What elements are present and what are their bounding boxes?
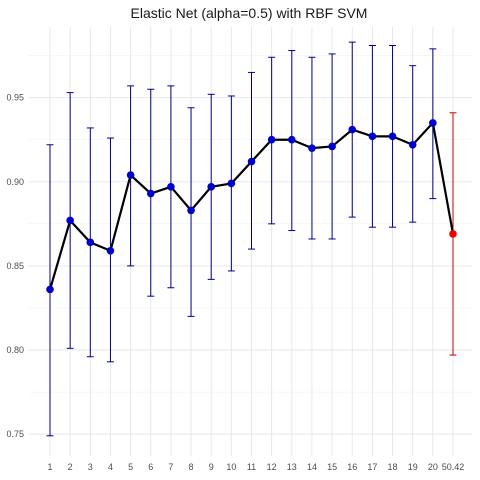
data-point [308,144,316,152]
x-tick-label: 6 [148,462,153,472]
data-point [86,238,95,247]
x-tick-label: 8 [189,462,194,472]
data-point [227,179,236,188]
data-points [46,119,457,294]
y-tick-label: 0.90 [6,177,24,187]
x-tick-label: 9 [209,462,214,472]
data-point [106,246,115,255]
data-point [288,135,296,144]
x-tick-label: 12 [267,462,277,472]
data-point [66,216,74,225]
x-tick-label: 11 [247,462,256,472]
x-tick-label: 14 [307,462,317,472]
x-tick-label: 20 [428,462,438,472]
x-tick-label: 18 [388,462,398,472]
data-point [348,125,357,134]
data-point [388,132,397,141]
data-point [429,119,437,127]
x-tick-label: 1 [47,462,52,472]
data-point [126,171,135,179]
x-tick-label: 3 [88,462,93,472]
x-tick-label: 16 [347,462,357,472]
x-tick-label: 7 [168,462,173,472]
data-point [267,135,276,144]
y-tick-label: 0.95 [6,93,24,103]
x-tick-label: 4 [108,462,113,472]
data-point [328,142,336,151]
x-tick-label: 19 [408,462,418,472]
data-point [408,140,417,149]
x-tick-label: 5 [128,462,133,472]
x-tick-label: 50.42 [442,462,465,472]
x-tick-label: 13 [287,462,297,472]
x-tick-label: 15 [327,462,337,472]
chart-title: Elastic Net (alpha=0.5) with RBF SVM [131,5,368,21]
y-tick-label: 0.85 [6,261,24,271]
data-point [368,132,377,141]
x-tick-label: 10 [226,462,236,472]
data-point [146,189,155,198]
data-point [46,285,54,294]
data-point [247,157,256,166]
x-tick-label: 2 [68,462,73,472]
data-point [207,183,215,191]
data-point [187,206,195,215]
data-point [167,183,175,191]
x-tick-label: 17 [367,462,377,472]
x-axis-ticks: 1 2 3 4 5 6 7 8 9 10 11 12 13 14 15 16 17 18 19 20 50.42 [47,462,464,472]
y-tick-label: 0.80 [6,345,24,355]
data-point-highlight [449,230,457,238]
y-axis-ticks: 0.75 0.80 0.85 0.90 0.95 [6,93,24,439]
y-tick-label: 0.75 [6,429,24,439]
